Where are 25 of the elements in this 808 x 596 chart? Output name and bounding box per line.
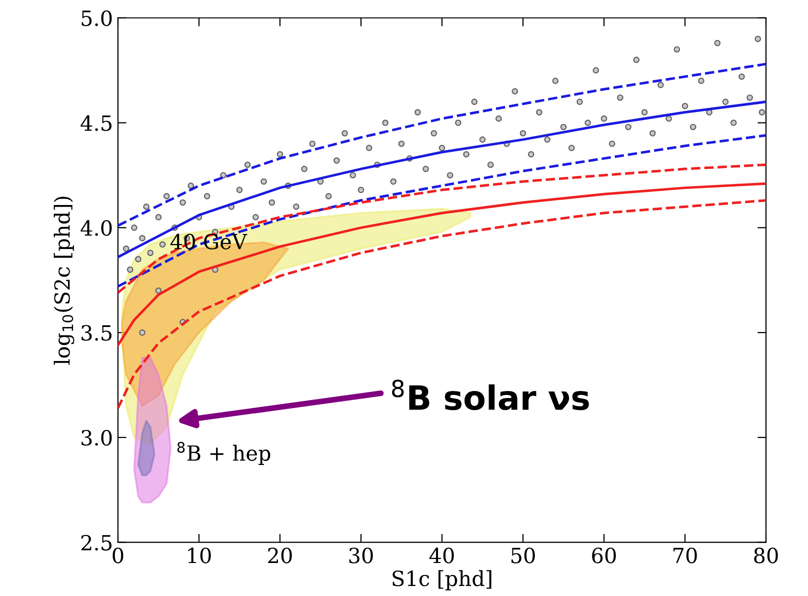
y-axis-title: log$_{10}$(S2c [phd]) [54,196,74,365]
annotation: $^{8}$B solar νs [392,380,589,410]
line-series [118,62,766,227]
y-tick-label: 4.0 [80,220,112,236]
x-tick-label: 70 [673,548,697,564]
line-series [118,182,766,346]
annotation: $^{8}$B + hep [177,442,270,465]
line-series [118,100,766,258]
x-tick-label: 0 [112,548,124,564]
y-tick-label: 4.5 [80,115,112,131]
line-series [118,199,766,410]
line-series [118,163,766,294]
x-tick-label: 50 [511,548,535,564]
x-tick-label: 30 [349,548,373,564]
x-tick-label: 20 [268,548,292,564]
y-tick-label: 2.5 [81,534,112,551]
x-axis-title: S1c [phd] [392,570,492,590]
x-tick-label: 40 [429,548,454,564]
y-tick-label: 3.0 [82,430,112,446]
y-tick-label: 5.0 [82,10,112,26]
y-tick-label: 3.5 [82,325,112,341]
x-tick-label: 80 [754,548,778,564]
x-tick-label: 60 [592,548,616,564]
line-series [118,134,766,288]
x-tick-label: 10 [188,548,211,564]
